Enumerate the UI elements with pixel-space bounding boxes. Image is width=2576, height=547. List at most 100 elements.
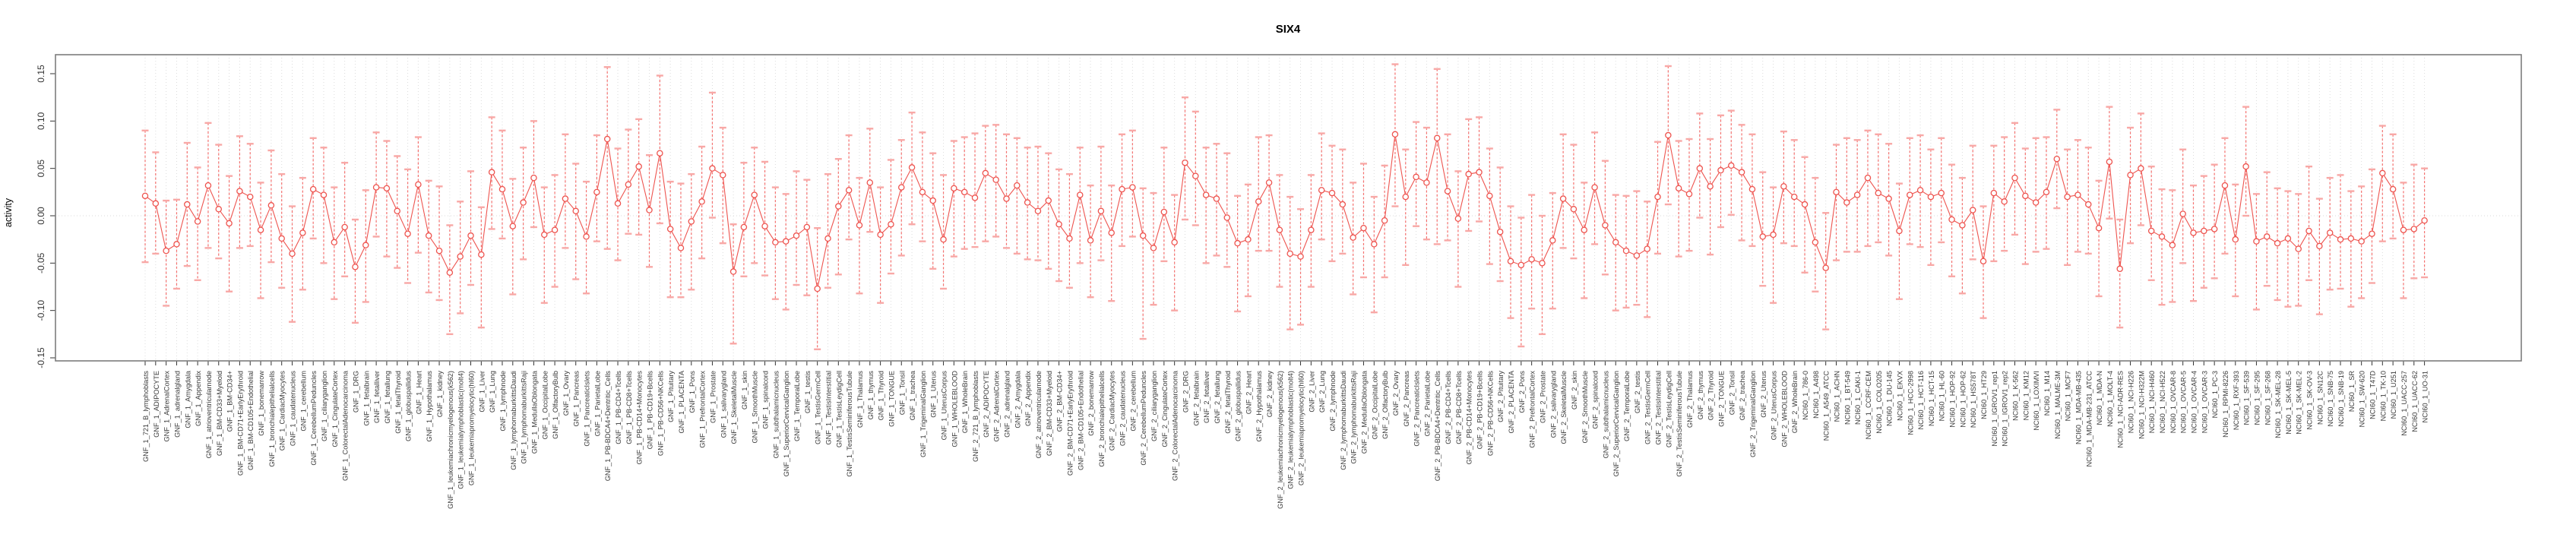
data-point	[2284, 235, 2292, 242]
x-tick-label: NCI60_1_SF-268	[2264, 371, 2271, 425]
data-point	[1360, 224, 1367, 232]
x-tick-label: NCI60_1_SNB-75	[2327, 371, 2334, 427]
x-tick-label: GNF_2_PB-CD8+Tcells	[1455, 371, 1463, 444]
data-point	[1265, 179, 1273, 186]
data-point	[1014, 182, 1021, 189]
data-point	[530, 174, 537, 182]
data-point	[1402, 193, 1410, 201]
data-point	[267, 202, 275, 209]
x-tick-label: GNF_2_subthalamicnucleus	[1602, 371, 1609, 459]
x-tick-label: GNF_1_Tonsil	[898, 371, 906, 415]
x-tick-label: NCI60_1_NCI-ADR-RES	[2117, 371, 2125, 448]
data-point	[2179, 210, 2186, 217]
x-tick-label: GNF_2_cerebellum	[1129, 371, 1137, 432]
data-point	[614, 200, 622, 207]
x-tick-label: GNF_1_Amygdala	[184, 370, 191, 428]
x-tick-label: GNF_1_BM-CD33+Myeloid	[216, 371, 223, 456]
data-point	[1486, 192, 1493, 200]
x-tick-label: GNF_1_PancreaticIslets	[584, 371, 591, 447]
x-tick-label: GNF_2_SuperiorCervicalGanglion	[1612, 371, 1620, 476]
x-tick-label: GNF_2_Pancreas	[1403, 371, 1410, 427]
x-tick-label: GNF_2_leukemiachronicmyelogenous(k562)	[1277, 371, 1284, 509]
x-tick-label: GNF_1_SkeletalMuscle	[730, 371, 738, 444]
data-point	[362, 242, 369, 248]
x-tick-label: GNF_1_Hypothalamus	[426, 371, 433, 442]
data-point	[1539, 260, 1546, 267]
data-point	[2147, 227, 2155, 235]
data-point	[1801, 201, 1809, 208]
data-point	[2158, 233, 2166, 240]
data-point	[2106, 158, 2113, 166]
x-tick-label: GNF_1_lymphnode	[499, 371, 507, 432]
data-point	[1979, 258, 1987, 265]
x-tick-label: NCI60_1_HT29	[1980, 371, 1988, 419]
data-point	[446, 269, 454, 277]
data-point	[2305, 227, 2312, 235]
data-point	[583, 233, 590, 240]
chart-title: SIX4	[1275, 23, 1301, 36]
x-tick-label: GNF_2_TONGUE	[1717, 371, 1725, 427]
data-point	[1245, 236, 1252, 243]
y-tick-label: -0.05	[36, 252, 46, 274]
data-point	[1927, 193, 1935, 201]
data-point	[2011, 174, 2018, 182]
x-tick-label: GNF_1_Pons	[688, 371, 696, 413]
data-point	[688, 218, 695, 225]
x-tick-label: GNF_1_trachea	[909, 370, 916, 420]
data-point	[908, 164, 916, 171]
data-point	[1581, 226, 1588, 233]
x-tick-label: NCI60_1_HOP-92	[1949, 371, 1957, 428]
x-tick-label: NCI60_1_OVCAR-3	[2201, 371, 2208, 433]
data-point	[2221, 182, 2229, 189]
data-point	[1444, 188, 1451, 194]
x-tick-label: NCI60_1_HCT-116	[1917, 371, 1925, 429]
data-point	[1276, 226, 1283, 233]
data-point	[2116, 265, 2123, 273]
x-tick-label: NCI60_1_EKVX	[1896, 371, 1904, 421]
y-tick-label: -0.10	[36, 300, 46, 321]
x-tick-label: NCI60_1_MOLT-4	[2106, 371, 2114, 427]
x-tick-label: GNF_2_fetalbrain	[1192, 371, 1200, 426]
data-point	[1182, 159, 1188, 166]
data-point	[194, 218, 201, 225]
data-point	[1822, 264, 1829, 271]
x-tick-label: NCI60_1_OVCAR-5	[2180, 371, 2188, 433]
data-point	[572, 207, 579, 215]
data-point	[1003, 195, 1010, 202]
data-point	[394, 207, 401, 215]
x-tick-label: GNF_2_Prostate	[1539, 371, 1546, 423]
x-tick-label: NCI60_1_IGROV1_rep1	[1991, 371, 1998, 447]
x-tick-label: GNF_2_lymphomaburkittsDaudi	[1340, 371, 1347, 470]
x-tick-label: GNF_1_fetalbrain	[362, 371, 370, 426]
data-point	[1097, 207, 1105, 215]
x-tick-label: GNF_2_TestisInterstitial	[1655, 371, 1663, 445]
data-point	[1108, 229, 1115, 236]
error-bars	[141, 63, 2429, 350]
data-point	[814, 285, 821, 292]
x-tick-label: GNF_1_Ovary	[562, 371, 570, 416]
x-tick-label: GNF_1_Thyroid	[878, 371, 885, 420]
series-line	[144, 134, 2425, 289]
x-tick-label: GNF_1_Pituitary	[667, 371, 675, 422]
x-tick-label: GNF_1_UterusCorpus	[941, 371, 948, 441]
x-tick-label: GNF_1_OlfactoryBulb	[552, 371, 559, 439]
data-point	[2263, 233, 2271, 240]
data-point	[1350, 234, 1356, 241]
x-tick-label: GNF_1_TestisGermCell	[815, 371, 822, 444]
data-point	[2043, 188, 2050, 196]
data-point	[246, 193, 254, 201]
x-tick-label: GNF_2_spinalcord	[1592, 371, 1600, 429]
data-point	[1770, 231, 1777, 239]
x-tick-label: NCI60_1_COLO205	[1875, 371, 1883, 434]
x-tick-label: NCI60_1_NCI-H322M	[2138, 371, 2145, 439]
x-tick-label: NCI60_1_ACHN	[1834, 371, 1841, 422]
data-point	[2032, 199, 2040, 206]
data-point	[309, 185, 317, 193]
data-point	[215, 206, 223, 213]
x-tick-label: GNF_1_CerebellumPeduncles	[310, 371, 318, 466]
data-point	[2326, 229, 2334, 236]
x-tick-label: GNF_1_SmoothMuscle	[752, 371, 759, 444]
x-tick-label: NCI60_1_KM12	[2022, 371, 2030, 420]
data-point	[761, 223, 768, 229]
data-point	[1129, 184, 1136, 191]
